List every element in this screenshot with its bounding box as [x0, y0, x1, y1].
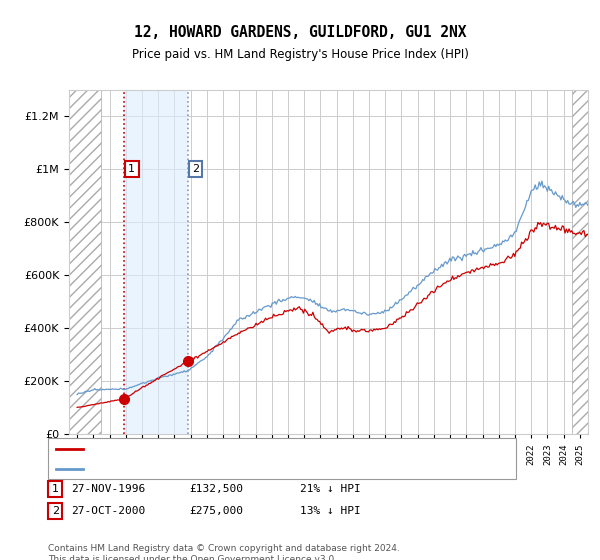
Text: 1: 1: [52, 484, 59, 494]
Bar: [572, 90, 588, 434]
Text: HPI: Average price, detached house, Guildford: HPI: Average price, detached house, Guil…: [87, 464, 317, 474]
Bar: [124, 90, 188, 434]
Text: Price paid vs. HM Land Registry's House Price Index (HPI): Price paid vs. HM Land Registry's House …: [131, 48, 469, 60]
Text: £132,500: £132,500: [189, 484, 243, 494]
Text: 1: 1: [128, 164, 135, 174]
Bar: [69, 90, 101, 434]
Text: 2: 2: [52, 506, 59, 516]
Text: 12, HOWARD GARDENS, GUILDFORD, GU1 2NX (detached house): 12, HOWARD GARDENS, GUILDFORD, GU1 2NX (…: [87, 444, 413, 454]
Text: Contains HM Land Registry data © Crown copyright and database right 2024.
This d: Contains HM Land Registry data © Crown c…: [48, 544, 400, 560]
Text: £275,000: £275,000: [189, 506, 243, 516]
Text: 27-OCT-2000: 27-OCT-2000: [71, 506, 145, 516]
Text: 21% ↓ HPI: 21% ↓ HPI: [300, 484, 361, 494]
Text: 27-NOV-1996: 27-NOV-1996: [71, 484, 145, 494]
Text: 12, HOWARD GARDENS, GUILDFORD, GU1 2NX: 12, HOWARD GARDENS, GUILDFORD, GU1 2NX: [134, 25, 466, 40]
Text: 13% ↓ HPI: 13% ↓ HPI: [300, 506, 361, 516]
Text: 2: 2: [192, 164, 199, 174]
